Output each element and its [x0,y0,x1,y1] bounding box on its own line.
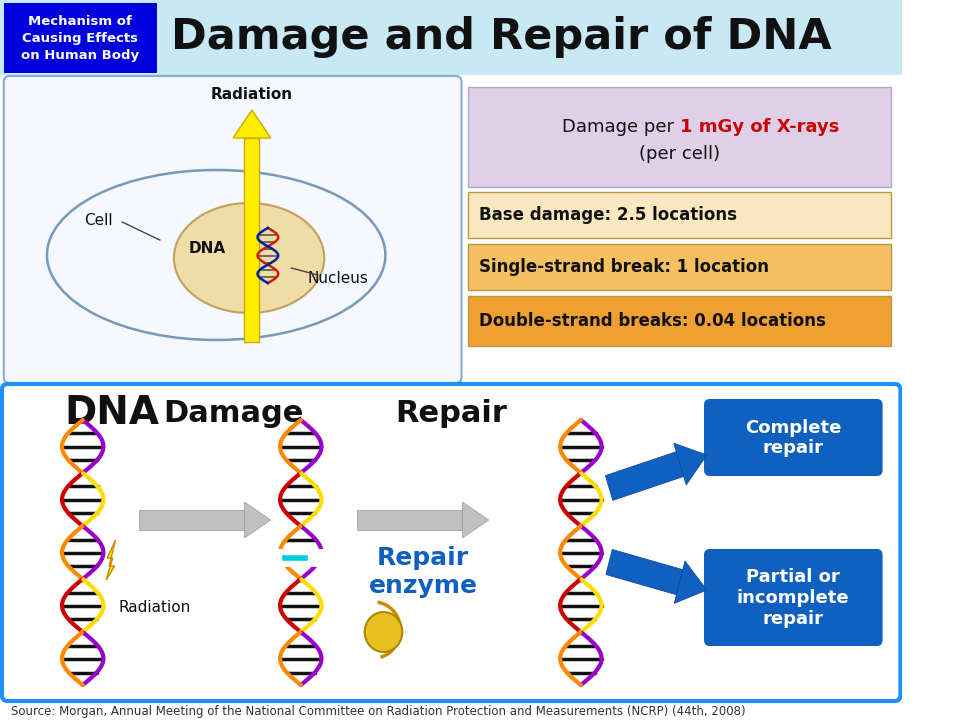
Text: 1 mGy of X-rays: 1 mGy of X-rays [680,118,839,136]
FancyBboxPatch shape [0,0,902,75]
Polygon shape [107,540,115,580]
FancyBboxPatch shape [704,399,882,476]
FancyBboxPatch shape [704,549,882,646]
Text: Radiation: Radiation [119,600,191,616]
Polygon shape [245,502,271,538]
Text: Repair: Repair [396,398,507,428]
Text: Base damage: 2.5 locations: Base damage: 2.5 locations [479,206,737,224]
Text: Source: Morgan, Annual Meeting of the National Committee on Radiation Protection: Source: Morgan, Annual Meeting of the Na… [12,704,746,718]
Polygon shape [357,510,463,530]
Polygon shape [233,110,271,138]
Text: Complete
repair: Complete repair [745,418,842,457]
Text: Damage per: Damage per [562,118,680,136]
FancyBboxPatch shape [468,244,891,290]
Text: Partial or
incomplete
repair: Partial or incomplete repair [737,568,850,628]
Ellipse shape [174,203,324,313]
Text: Single-strand break: 1 location: Single-strand break: 1 location [479,258,769,276]
Text: DNA: DNA [188,240,226,256]
Circle shape [365,612,402,652]
Text: Repair
enzyme: Repair enzyme [369,546,477,598]
Text: Mechanism of
Causing Effects
on Human Body: Mechanism of Causing Effects on Human Bo… [21,14,139,61]
Polygon shape [606,549,683,595]
FancyBboxPatch shape [4,3,157,73]
Text: Radiation: Radiation [211,86,293,102]
Text: Nucleus: Nucleus [308,271,369,286]
Polygon shape [463,502,489,538]
FancyBboxPatch shape [276,549,326,567]
FancyBboxPatch shape [468,87,891,187]
Polygon shape [606,451,684,500]
FancyBboxPatch shape [468,296,891,346]
Text: Damage and Repair of DNA: Damage and Repair of DNA [171,16,831,58]
Polygon shape [674,561,707,603]
FancyBboxPatch shape [468,192,891,238]
Text: (per cell): (per cell) [639,145,720,163]
Text: Cell: Cell [84,212,113,228]
FancyBboxPatch shape [2,384,900,701]
Polygon shape [139,510,245,530]
Polygon shape [245,138,259,342]
Polygon shape [674,443,707,485]
Text: Damage: Damage [163,398,303,428]
Text: DNA: DNA [64,394,159,432]
Text: Double-strand breaks: 0.04 locations: Double-strand breaks: 0.04 locations [479,312,827,330]
FancyBboxPatch shape [4,76,462,383]
